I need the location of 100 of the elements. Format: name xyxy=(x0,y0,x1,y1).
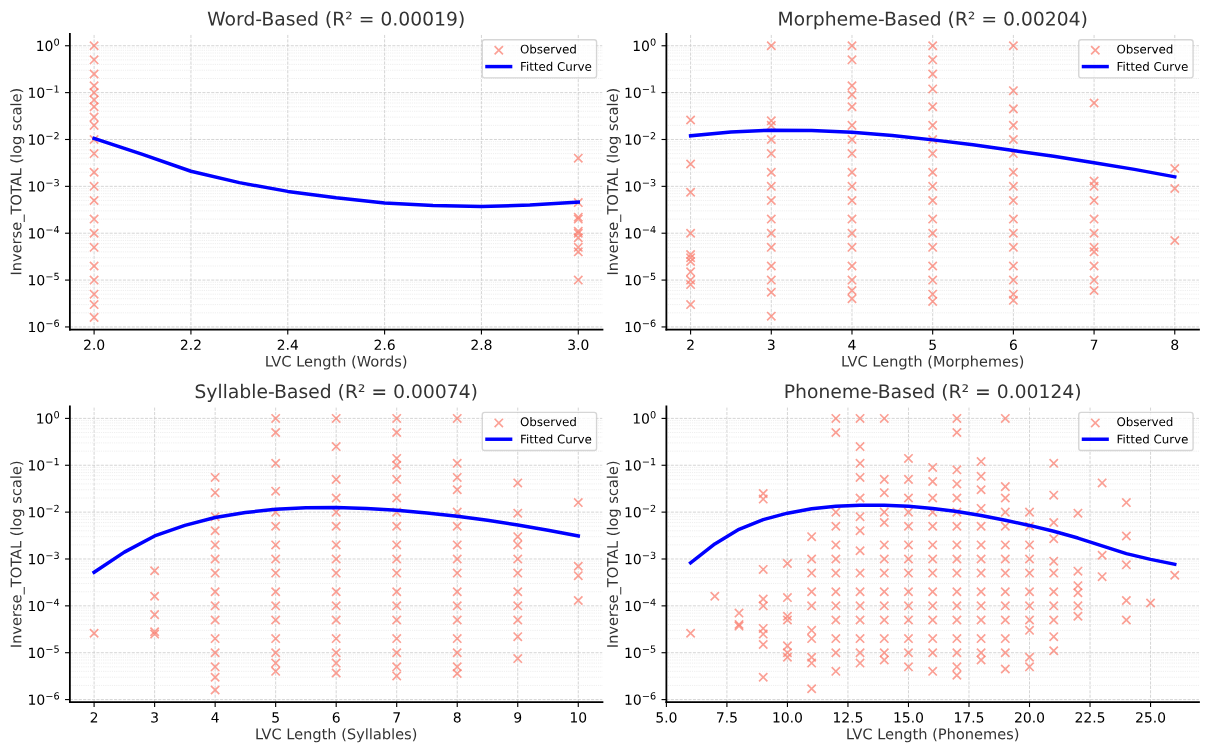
chart-title: Word-Based (R² = 0.00019) xyxy=(207,11,464,28)
point xyxy=(89,312,100,323)
x-tick-label: 2.0 xyxy=(84,339,105,351)
x-tick-label: 9 xyxy=(514,712,522,723)
x-axis-title: LVC Length (Words) xyxy=(266,355,407,370)
chart-title: Phoneme-Based (R² = 0.00124) xyxy=(785,383,1080,401)
x-tick-label: 7.5 xyxy=(717,712,737,723)
x-tick-label: 2.8 xyxy=(471,339,492,351)
y-tick-label: 10$^{−2}$ xyxy=(625,132,656,145)
y-tick-label: 10$^{−4}$ xyxy=(625,225,656,239)
point xyxy=(89,40,100,51)
y-tick-label: 10$^{−2}$ xyxy=(29,504,59,518)
point xyxy=(573,197,584,208)
y-tick-label: 10$^{0}$ xyxy=(633,411,656,424)
y-tick-label: 10$^{−5}$ xyxy=(625,645,656,659)
y-tick-label: 10$^{−4}$ xyxy=(29,225,60,239)
y-tick-label: 10$^{−3}$ xyxy=(29,178,59,192)
y-tick-label: 10$^{0}$ xyxy=(633,38,656,52)
y-tick-label: 10$^{−1}$ xyxy=(625,85,656,98)
point xyxy=(89,68,100,79)
y-tick-label: 10$^{−6}$ xyxy=(29,319,60,333)
x-tick-label: 22.5 xyxy=(1075,712,1105,723)
y-tick-label: 10$^{0}$ xyxy=(37,411,60,424)
point xyxy=(89,54,100,65)
point xyxy=(573,246,584,257)
y-tick-label: 10$^{−1}$ xyxy=(29,85,59,98)
legend-label: Observed xyxy=(1117,44,1173,54)
point xyxy=(89,80,100,91)
point xyxy=(89,120,100,131)
chart-title: Morpheme-Based (R² = 0.00204) xyxy=(779,11,1087,30)
x-tick-label: 4 xyxy=(848,339,856,350)
line-series xyxy=(92,505,581,575)
legend-label: Fitted Curve xyxy=(1117,434,1188,444)
x-tick-label: 2.6 xyxy=(374,339,395,351)
point xyxy=(89,195,100,206)
point xyxy=(89,289,100,300)
legend-label: Fitted Curve xyxy=(521,61,592,71)
y-axis-title: Inverse_TOTAL (log scale) xyxy=(10,461,25,647)
y-tick-label: 10$^{−1}$ xyxy=(29,458,59,471)
legend-label: Observed xyxy=(520,44,576,54)
x-tick-label: 2.4 xyxy=(277,339,299,350)
x-tick-label: 8 xyxy=(1171,339,1179,351)
line-series xyxy=(688,503,1177,567)
y-tick-label: 10$^{−6}$ xyxy=(625,319,656,333)
x-tick-label: 3 xyxy=(767,339,775,351)
y-tick-label: 10$^{−5}$ xyxy=(625,272,656,286)
chart-title: Syllable-Based (R² = 0.00074) xyxy=(195,383,477,402)
y-axis-title: Inverse_TOTAL (log scale) xyxy=(606,461,622,647)
point xyxy=(573,153,584,164)
legend-label: Observed xyxy=(1117,417,1173,427)
x-axis-title: LVC Length (Syllables) xyxy=(256,728,417,743)
y-tick-label: 10$^{−3}$ xyxy=(625,551,656,565)
x-tick-label: 6 xyxy=(1009,339,1017,351)
x-tick-label: 8 xyxy=(453,712,461,723)
point xyxy=(89,148,100,159)
x-tick-label: 5.0 xyxy=(656,712,677,723)
x-tick-label: 5 xyxy=(272,712,279,723)
y-axis-title: Inverse_TOTAL (log scale) xyxy=(10,89,25,275)
x-tick-label: 15.0 xyxy=(894,712,924,723)
x-tick-label: 6 xyxy=(332,712,340,723)
y-tick-label: 10$^{−3}$ xyxy=(29,551,59,565)
y-tick-label: 10$^{−4}$ xyxy=(625,598,656,612)
point xyxy=(89,87,100,98)
y-tick-label: 10$^{−5}$ xyxy=(29,645,59,659)
x-tick-label: 2 xyxy=(687,339,694,350)
y-tick-label: 10$^{−4}$ xyxy=(29,598,60,612)
point xyxy=(89,134,100,145)
x-tick-label: 3.0 xyxy=(568,339,589,351)
point xyxy=(573,275,584,286)
x-tick-label: 2 xyxy=(90,712,98,723)
point xyxy=(573,242,584,253)
y-axis-title: Inverse_TOTAL (log scale) xyxy=(606,89,622,275)
legend-label: Observed xyxy=(520,417,576,427)
y-tick-label: 10$^{−3}$ xyxy=(625,178,656,192)
point xyxy=(89,181,100,192)
point xyxy=(573,232,584,243)
point xyxy=(89,228,100,239)
y-tick-label: 10$^{0}$ xyxy=(37,38,60,52)
point xyxy=(89,101,100,112)
x-tick-label: 2.2 xyxy=(180,339,201,350)
line-series xyxy=(92,136,581,209)
x-tick-label: 7 xyxy=(1090,339,1098,350)
x-tick-label: 10.0 xyxy=(773,712,802,723)
x-tick-label: 4 xyxy=(211,712,219,723)
x-tick-label: 3 xyxy=(151,712,158,723)
y-tick-label: 10$^{−5}$ xyxy=(29,272,59,286)
x-tick-label: 20.0 xyxy=(1015,712,1045,723)
x-axis-title: LVC Length (Morphemes) xyxy=(842,355,1024,370)
line-series xyxy=(688,128,1177,179)
x-tick-label: 7 xyxy=(393,712,400,723)
x-tick-label: 25.0 xyxy=(1136,712,1166,723)
legend-label: Fitted Curve xyxy=(521,434,592,444)
y-tick-label: 10$^{−2}$ xyxy=(29,132,59,145)
point xyxy=(89,167,100,178)
legend-label: Fitted Curve xyxy=(1117,61,1188,71)
point xyxy=(89,94,100,105)
y-tick-label: 10$^{−6}$ xyxy=(29,692,60,705)
point xyxy=(89,112,100,123)
y-tick-label: 10$^{−2}$ xyxy=(625,504,656,518)
x-tick-label: 17.5 xyxy=(955,712,984,723)
